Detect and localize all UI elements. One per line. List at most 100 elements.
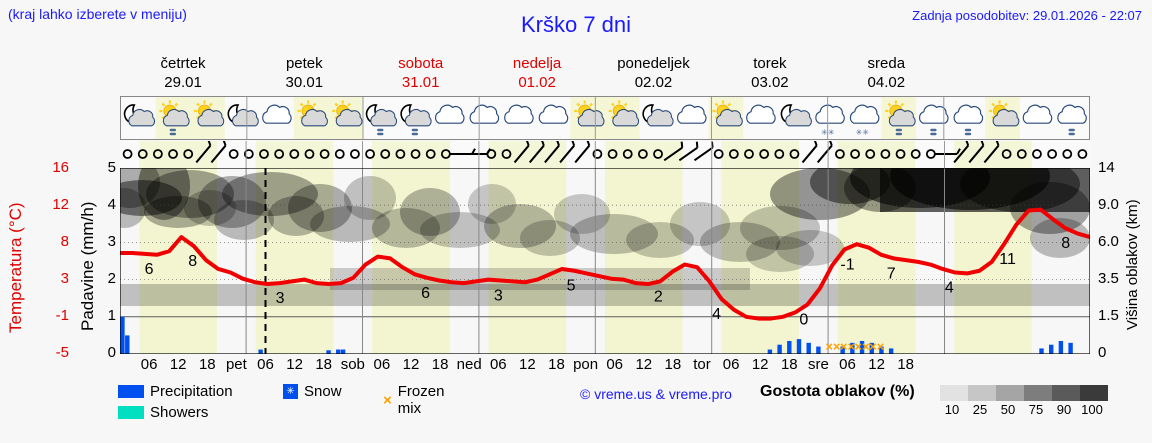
time-tick-8: 06 <box>373 356 391 373</box>
cloud-blob-22 <box>626 222 694 258</box>
weather-icon-27-cloud-fog <box>1057 104 1087 136</box>
wind-barb-44 <box>789 149 800 159</box>
time-tick-17: 12 <box>635 356 653 373</box>
weather-icon-16-cloud <box>677 104 707 124</box>
cloud-blob-21 <box>570 214 658 254</box>
scale-number-4: 90 <box>1056 402 1072 417</box>
wind-band-7 <box>954 141 1032 168</box>
wind-barb-53 <box>925 149 936 159</box>
day-name: sobota <box>398 55 444 72</box>
temp-label-2: 3 <box>276 290 285 307</box>
day-date: 29.01 <box>164 74 202 91</box>
wind-barb-20 <box>425 149 436 159</box>
precip-bar-19 <box>1049 344 1054 354</box>
wind-barb-46 <box>816 141 833 164</box>
day-header-3: nedelja 01.02 <box>479 54 595 92</box>
time-tick-15: pon <box>573 356 599 373</box>
day-name: ponedeljek <box>617 55 690 72</box>
legend-showers: Showers <box>118 404 208 421</box>
weather-icon-3-moon-cloud <box>227 104 259 127</box>
cloud-blob-16 <box>420 212 500 248</box>
time-tick-22: 18 <box>780 356 798 373</box>
copyright-link[interactable]: © vreme.us & vreme.pro <box>580 386 732 402</box>
last-update-text: Zadnja posodobitev: 29.01.2026 - 22:07 <box>912 8 1142 23</box>
time-tick-19: tor <box>693 356 711 373</box>
time-tick-14: 18 <box>548 356 565 373</box>
precip-bar-15 <box>869 342 874 354</box>
precip-tick-2: 3 <box>107 233 116 250</box>
precip-bar-8 <box>787 340 792 354</box>
precip-bar-13 <box>850 342 855 354</box>
scale-cell-2 <box>996 385 1024 401</box>
weather-icon-23-cloud-fog <box>919 104 949 136</box>
weather-icon-5-sun-cloud <box>293 97 329 139</box>
temp-label-5: 5 <box>567 278 576 295</box>
temp-label-6: 2 <box>654 288 663 305</box>
frozen-mix-marker-2: ×× <box>854 339 870 354</box>
day-header-5: torek 03.02 <box>712 54 828 92</box>
precip-bar-9 <box>796 339 802 354</box>
wind-barb-1 <box>137 149 148 159</box>
precip-bar-5 <box>340 349 346 354</box>
day-name: petek <box>285 55 323 72</box>
time-tick-24: 06 <box>839 356 856 373</box>
temp-tick-5: -5 <box>55 344 69 361</box>
temp-label-1: 8 <box>188 253 197 270</box>
wind-barb-0 <box>122 149 133 159</box>
day-name: sreda <box>867 55 906 72</box>
legend-showers-label: Showers <box>150 404 209 421</box>
precip-bar-21 <box>1068 342 1073 354</box>
wind-barb-43 <box>774 149 785 159</box>
temp-label-11: 4 <box>945 280 954 297</box>
temp-label-0: 6 <box>145 261 154 278</box>
precip-bar-12 <box>840 346 845 354</box>
wind-barb-47 <box>835 149 845 159</box>
weather-icon-15-moon-cloud <box>642 104 674 127</box>
temp-label-4: 3 <box>494 287 503 304</box>
temp-label-9: -1 <box>840 256 854 273</box>
wind-barb-2 <box>152 149 163 159</box>
day-date: 30.01 <box>285 74 324 91</box>
day-header-6: sreda 04.02 <box>828 54 944 92</box>
cloud-blob-13 <box>344 176 396 220</box>
scale-number-2: 50 <box>1000 402 1016 417</box>
wind-barb-24 <box>486 149 497 159</box>
precip-bar-3 <box>326 350 331 354</box>
wind-barb-36 <box>663 141 684 162</box>
time-tick-20: 06 <box>722 356 740 373</box>
wind-barb-31 <box>592 149 603 159</box>
weather-icon-14-sun-cloud <box>605 97 640 139</box>
wind-barb-62 <box>1062 149 1073 159</box>
cloud-density-scale-numbers: 10 25 50 75 90 100 <box>938 402 1106 417</box>
precip-tick-5: 0 <box>107 344 116 361</box>
weather-icon-7-moon-fog <box>365 104 398 136</box>
wind-barb-49 <box>865 149 876 159</box>
location-menu-note: (kraj lahko izberete v meniju) <box>8 6 187 22</box>
legend-frozen-mix: × Frozen mix <box>383 383 444 417</box>
temperature-line <box>120 207 1090 321</box>
wind-barb-32 <box>607 149 618 159</box>
day-date: 04.02 <box>867 74 906 91</box>
wind-barb-55 <box>953 141 970 164</box>
cloud-blob-20 <box>554 194 610 234</box>
day-date: 03.02 <box>751 74 789 91</box>
temp-tick-3: 3 <box>60 270 69 287</box>
day-name: torek <box>753 55 787 72</box>
scale-cell-5 <box>1080 385 1108 401</box>
cloud-blob-19 <box>520 220 580 256</box>
weather-icon-11-cloud <box>504 104 534 124</box>
cloud-blob-8 <box>214 200 274 240</box>
daylight-band-5 <box>721 168 799 354</box>
cloud-blob-26 <box>770 168 870 220</box>
cloud-blob-33 <box>776 230 844 266</box>
day-header-1: petek 30.01 <box>246 54 362 92</box>
weather-icon-9-cloud <box>435 104 465 124</box>
scale-cell-0 <box>940 385 968 401</box>
cloud-blob-14 <box>372 208 440 248</box>
cloud-blob-0 <box>120 168 160 208</box>
day-header-2: sobota 31.01 <box>363 54 479 92</box>
wind-barb-11 <box>289 149 300 159</box>
wind-barb-59 <box>1016 149 1027 159</box>
time-tick-25: 12 <box>868 356 885 373</box>
